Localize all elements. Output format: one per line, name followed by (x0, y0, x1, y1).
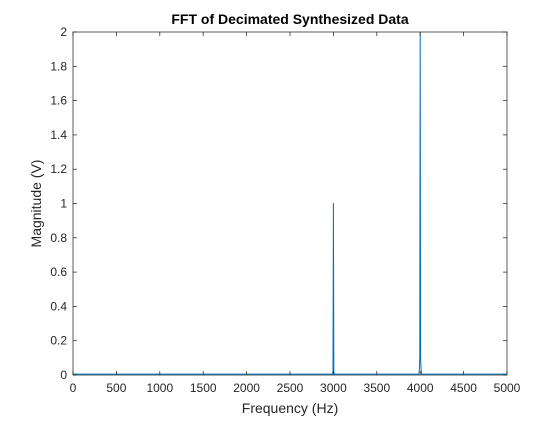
y-tick-label: 1.8 (50, 59, 67, 73)
x-tick-label: 3500 (363, 381, 390, 395)
chart-title: FFT of Decimated Synthesized Data (171, 11, 408, 27)
x-tick-label: 500 (106, 381, 126, 395)
x-tick-label: 1000 (146, 381, 173, 395)
x-axis-label: Frequency (Hz) (242, 400, 338, 416)
y-tick-label: 1.6 (50, 94, 67, 108)
x-tick-label: 4000 (407, 381, 434, 395)
plot-area: 0 500 1000 1500 2000 2500 3000 3500 4000 4500 5000… (50, 25, 520, 395)
y-tick-label: 0 (60, 368, 67, 382)
x-tick-label: 5000 (494, 381, 521, 395)
y-tick-label: 0.4 (50, 299, 67, 313)
y-tick-label: 2 (60, 25, 67, 39)
y-axis-label: Magnitude (V) (28, 160, 44, 248)
x-tick-label: 3000 (320, 381, 347, 395)
x-tick-label: 2000 (233, 381, 260, 395)
x-tick-label: 2500 (277, 381, 304, 395)
axes-box (72, 31, 508, 376)
x-tick-label: 0 (70, 381, 77, 395)
x-tick-label: 4500 (450, 381, 477, 395)
y-axis-ticks: 0 0.2 0.4 0.6 0.8 1 1.2 1.4 1.6 1.8 2 (50, 25, 507, 382)
x-tick-label: 1500 (190, 381, 217, 395)
y-tick-label: 0.6 (50, 265, 67, 279)
y-tick-label: 0.2 (50, 334, 67, 348)
series-line-1 (73, 31, 507, 375)
x-axis-ticks: 0 500 1000 1500 2000 2500 3000 3500 4000 4500 5000 (70, 32, 521, 395)
series-layer (73, 31, 507, 375)
y-tick-label: 0.8 (50, 231, 67, 245)
y-tick-label: 1.2 (50, 162, 67, 176)
y-tick-label: 1 (60, 197, 67, 211)
y-tick-label: 1.4 (50, 128, 67, 142)
